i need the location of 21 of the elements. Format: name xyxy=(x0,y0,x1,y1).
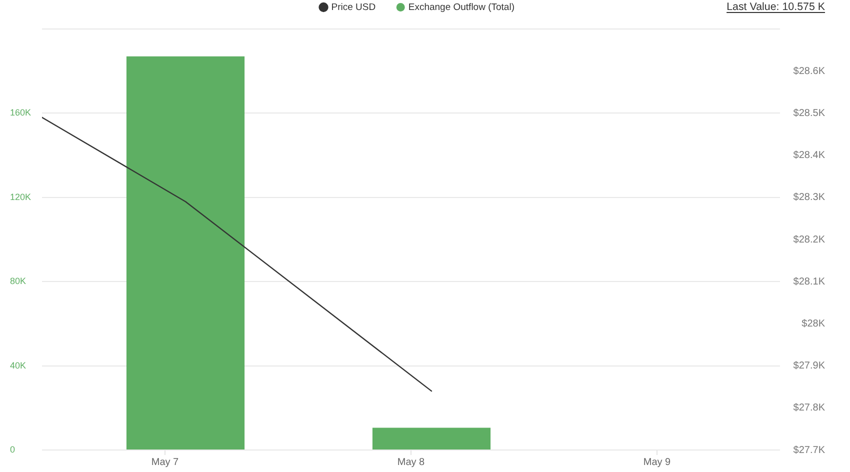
y2-tick-label: $27.7K xyxy=(793,444,826,456)
y2-tick-label: $28.3K xyxy=(793,192,826,204)
y2-tick-label: $27.9K xyxy=(793,360,826,372)
y2-tick-label: $28.2K xyxy=(793,234,826,246)
y2-tick-label: $28.5K xyxy=(793,108,826,119)
y-tick-label: 40K xyxy=(10,360,26,370)
y2-tick-label: $28.4K xyxy=(793,150,826,162)
y2-tick-label: $27.8K xyxy=(793,402,826,414)
y2-tick-label: $28.1K xyxy=(793,276,826,288)
legend-label: Price USD xyxy=(331,2,376,13)
text: Last Value: 10.575 K xyxy=(726,1,826,13)
x-tick-label: May 9 xyxy=(643,456,672,468)
y2-tick-label: $28.6K xyxy=(793,66,826,77)
y2-tick-label: $28K xyxy=(802,318,826,330)
y-tick-label: 0 xyxy=(10,444,16,454)
x-tick-label: May 7 xyxy=(151,456,180,468)
y-tick-label: 120K xyxy=(10,192,32,202)
legend-label: Exchange Outflow (Total) xyxy=(408,2,514,13)
y-tick-label: 80K xyxy=(10,276,26,286)
y-tick-label: 160K xyxy=(10,108,32,118)
x-tick-label: May 8 xyxy=(397,456,426,468)
